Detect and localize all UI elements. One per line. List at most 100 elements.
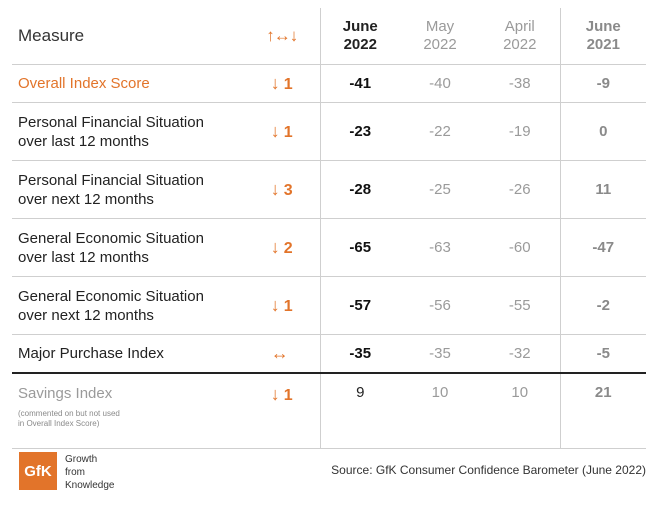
savings-row: Savings Index (commented on but not used… bbox=[12, 373, 646, 449]
column-header-current: June 2022 bbox=[319, 8, 400, 65]
left-right-arrow-icon: ↔ bbox=[270, 343, 289, 363]
confidence-table-container: Measure ↑↔↓ June 2022 May 2022 April 202… bbox=[12, 8, 646, 449]
change-cell: ↓ 1 bbox=[244, 373, 320, 449]
value-prev1: -25 bbox=[400, 160, 480, 219]
row-label-line: Major Purchase Index bbox=[18, 345, 164, 362]
value-current: -57 bbox=[319, 276, 400, 335]
change-arrows-icon: ↑↔↓ bbox=[244, 8, 320, 65]
value-last-year: -5 bbox=[559, 334, 646, 374]
value-current: -23 bbox=[319, 102, 400, 161]
change-cell: ↓ 1 bbox=[244, 64, 320, 103]
table-row: Personal Financial Situation over next 12… bbox=[12, 160, 646, 219]
change-value: 1 bbox=[283, 124, 293, 141]
confidence-table: Measure ↑↔↓ June 2022 May 2022 April 202… bbox=[12, 8, 646, 449]
down-arrow-icon: ↓ bbox=[270, 73, 280, 93]
gfk-logo: GfK bbox=[19, 452, 57, 490]
value-prev1: -22 bbox=[400, 102, 480, 161]
down-arrow-icon: ↓ bbox=[270, 295, 280, 315]
table-row: Personal Financial Situation over last 12… bbox=[12, 102, 646, 161]
savings-note-line: (commented on but not used bbox=[18, 409, 120, 418]
source-note: Source: GfK Consumer Confidence Baromete… bbox=[331, 463, 646, 477]
tagline-line: from bbox=[65, 467, 85, 478]
row-label-line: General Economic Situation bbox=[18, 287, 204, 305]
table-row: Major Purchase Index ↔ -35 -35 -32 -5 bbox=[12, 334, 646, 374]
down-arrow-icon: ↓ bbox=[270, 121, 280, 141]
value-prev1: 10 bbox=[400, 373, 480, 449]
down-arrow-icon: ↓ bbox=[270, 179, 280, 199]
change-cell: ↓ 3 bbox=[244, 160, 320, 219]
value-current: -65 bbox=[319, 218, 400, 277]
value-prev2: -32 bbox=[480, 334, 560, 374]
column-month: June bbox=[342, 18, 378, 35]
column-year: 2022 bbox=[423, 36, 457, 53]
down-arrow-icon: ↓ bbox=[270, 384, 280, 404]
value-prev2: -26 bbox=[480, 160, 560, 219]
savings-note-line: in Overall Index Score) bbox=[18, 419, 100, 428]
value-last-year: -2 bbox=[559, 276, 646, 335]
change-cell: ↓ 1 bbox=[244, 276, 320, 335]
column-month: June bbox=[585, 18, 621, 35]
tagline-line: Growth bbox=[65, 454, 98, 465]
row-label-line: General Economic Situation bbox=[18, 229, 204, 247]
value-prev1: -40 bbox=[400, 64, 480, 103]
value-current: -41 bbox=[319, 64, 400, 103]
row-label-line: over next 12 months bbox=[18, 306, 154, 324]
change-cell: ↓ 2 bbox=[244, 218, 320, 277]
change-cell: ↔ bbox=[244, 334, 320, 374]
value-prev2: -60 bbox=[480, 218, 560, 277]
table-row: General Economic Situation over last 12 m… bbox=[12, 218, 646, 277]
row-label-line: Personal Financial Situation bbox=[18, 113, 204, 131]
column-header-last-year: June 2021 bbox=[559, 8, 646, 65]
row-label: Personal Financial Situation over next 12… bbox=[12, 160, 244, 219]
row-label-line: over last 12 months bbox=[18, 132, 149, 150]
value-current: -35 bbox=[319, 334, 400, 374]
value-last-year: -9 bbox=[559, 64, 646, 103]
value-last-year: -47 bbox=[559, 218, 646, 277]
value-prev1: -63 bbox=[400, 218, 480, 277]
column-month: May bbox=[425, 18, 455, 35]
logo-tagline: Growth from Knowledge bbox=[65, 453, 114, 492]
row-label: General Economic Situation over last 12 m… bbox=[12, 218, 244, 277]
column-year: 2022 bbox=[343, 36, 377, 53]
row-label-line: over last 12 months bbox=[18, 248, 149, 266]
row-label: Personal Financial Situation over last 12… bbox=[12, 102, 244, 161]
footer: GfK Growth from Knowledge Source: GfK Co… bbox=[19, 452, 646, 494]
row-label-line: Personal Financial Situation bbox=[18, 171, 204, 189]
column-year: 2021 bbox=[586, 36, 620, 53]
value-last-year: 0 bbox=[559, 102, 646, 161]
value-current: 9 bbox=[319, 373, 400, 449]
value-current: -28 bbox=[319, 160, 400, 219]
value-prev2: -19 bbox=[480, 102, 560, 161]
value-prev1: -35 bbox=[400, 334, 480, 374]
down-arrow-icon: ↓ bbox=[270, 237, 280, 257]
table-row: General Economic Situation over next 12 m… bbox=[12, 276, 646, 335]
row-label: Major Purchase Index bbox=[12, 334, 244, 374]
savings-title: Savings Index bbox=[18, 385, 113, 402]
measure-header: Measure bbox=[12, 8, 244, 65]
change-value: 1 bbox=[283, 387, 293, 404]
row-label: General Economic Situation over next 12 m… bbox=[12, 276, 244, 335]
column-header-prev2: April 2022 bbox=[480, 8, 560, 65]
row-label-line: over next 12 months bbox=[18, 190, 154, 208]
change-value: 2 bbox=[283, 240, 293, 257]
savings-note: (commented on but not used in Overall Ind… bbox=[18, 409, 244, 429]
change-value: 3 bbox=[283, 182, 293, 199]
row-label-line: Overall Index Score bbox=[18, 75, 150, 92]
table-row: Overall Index Score ↓ 1 -41 -40 -38 -9 bbox=[12, 64, 646, 103]
value-prev2: -38 bbox=[480, 64, 560, 103]
value-prev2: -55 bbox=[480, 276, 560, 335]
column-header-prev1: May 2022 bbox=[400, 8, 480, 65]
value-prev2: 10 bbox=[480, 373, 560, 449]
savings-label: Savings Index (commented on but not used… bbox=[12, 373, 244, 449]
change-value: 1 bbox=[283, 298, 293, 315]
column-month: April bbox=[504, 18, 535, 35]
value-last-year: 21 bbox=[559, 373, 646, 449]
row-label: Overall Index Score bbox=[12, 64, 244, 103]
header-row: Measure ↑↔↓ June 2022 May 2022 April 202… bbox=[12, 8, 646, 65]
value-prev1: -56 bbox=[400, 276, 480, 335]
tagline-line: Knowledge bbox=[65, 480, 115, 491]
column-year: 2022 bbox=[503, 36, 537, 53]
change-value: 1 bbox=[283, 76, 293, 93]
value-last-year: 11 bbox=[559, 160, 646, 219]
change-cell: ↓ 1 bbox=[244, 102, 320, 161]
